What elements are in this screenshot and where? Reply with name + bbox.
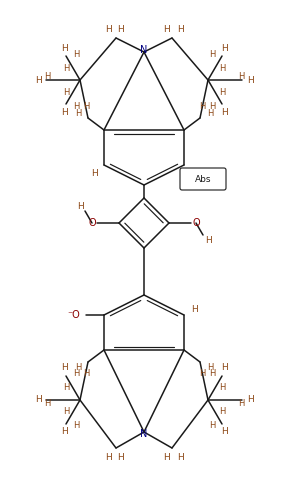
Text: H: H	[35, 396, 41, 404]
Text: H: H	[177, 454, 184, 463]
Text: H: H	[177, 24, 184, 34]
Text: H: H	[61, 427, 67, 436]
Text: H: H	[221, 427, 227, 436]
Text: H: H	[105, 24, 111, 34]
Text: H: H	[207, 109, 213, 117]
Text: H: H	[61, 364, 67, 373]
Text: H: H	[209, 49, 215, 58]
Text: Abs: Abs	[195, 174, 211, 183]
Text: H: H	[219, 408, 225, 417]
Text: H: H	[63, 64, 69, 72]
Text: H: H	[238, 71, 244, 80]
Text: H: H	[73, 49, 79, 58]
Text: H: H	[118, 24, 124, 34]
Text: H: H	[199, 102, 205, 111]
Text: H: H	[164, 24, 171, 34]
FancyBboxPatch shape	[180, 168, 226, 190]
Text: H: H	[63, 408, 69, 417]
Text: H: H	[44, 71, 50, 80]
Text: H: H	[209, 102, 215, 111]
Text: H: H	[207, 363, 213, 372]
Text: H: H	[44, 399, 50, 409]
Text: H: H	[118, 454, 124, 463]
Text: H: H	[209, 369, 215, 378]
Text: H: H	[105, 454, 111, 463]
Text: H: H	[61, 107, 67, 116]
Text: H: H	[63, 88, 69, 96]
Text: H: H	[83, 369, 89, 378]
Text: H: H	[75, 109, 81, 117]
Text: H: H	[91, 169, 97, 178]
Text: H: H	[75, 363, 81, 372]
Text: H: H	[73, 102, 79, 111]
Text: H: H	[219, 384, 225, 392]
Text: H: H	[219, 64, 225, 72]
Text: N: N	[140, 45, 148, 55]
Text: H: H	[199, 369, 205, 378]
Text: H: H	[164, 454, 171, 463]
Text: H: H	[221, 107, 227, 116]
Text: N: N	[140, 429, 148, 439]
Text: H: H	[73, 369, 79, 378]
Text: H: H	[219, 88, 225, 96]
Text: H: H	[73, 422, 79, 431]
Text: H: H	[238, 399, 244, 409]
Text: H: H	[247, 76, 253, 84]
Text: H: H	[247, 396, 253, 404]
Text: O: O	[88, 218, 96, 228]
Text: ⁻O: ⁻O	[67, 310, 80, 320]
Text: H: H	[63, 384, 69, 392]
Text: H: H	[83, 102, 89, 111]
Text: O: O	[192, 218, 200, 228]
Text: H: H	[209, 422, 215, 431]
Text: H: H	[191, 306, 197, 315]
Text: H: H	[221, 364, 227, 373]
Text: H: H	[205, 236, 211, 244]
Text: H: H	[221, 44, 227, 53]
Text: H: H	[61, 44, 67, 53]
Text: H: H	[35, 76, 41, 84]
Text: H: H	[77, 202, 83, 210]
